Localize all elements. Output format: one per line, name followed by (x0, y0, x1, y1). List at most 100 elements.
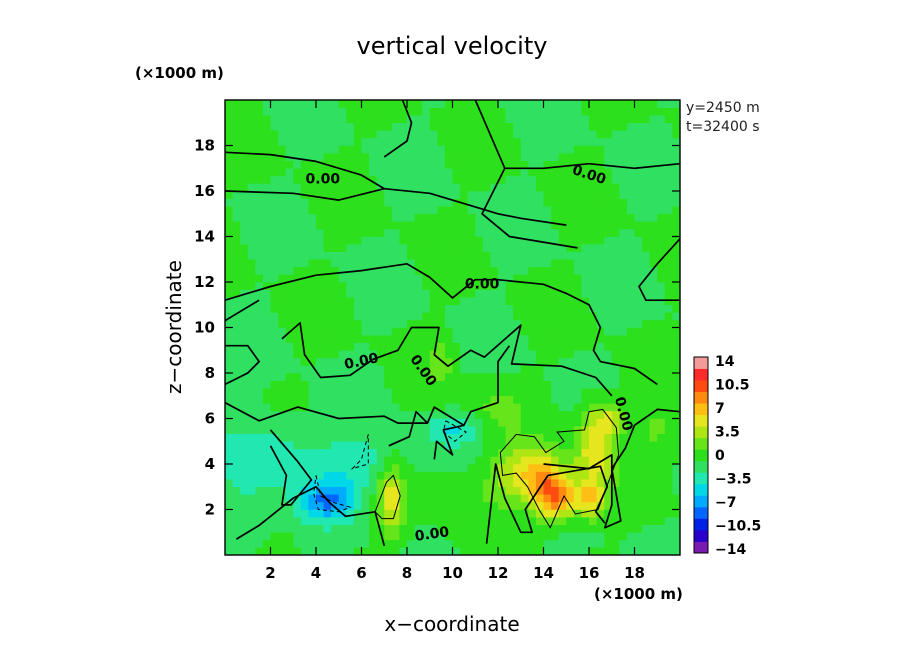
field-cell (414, 501, 423, 510)
field-cell (619, 259, 628, 268)
field-cell (429, 175, 438, 184)
field-cell (551, 312, 559, 321)
field-cell (482, 327, 491, 336)
field-cell (255, 418, 264, 427)
field-cell (300, 259, 309, 268)
field-cell (414, 441, 423, 450)
field-cell (619, 206, 628, 215)
field-cell (353, 115, 362, 124)
field-cell (528, 479, 537, 488)
field-cell (240, 471, 249, 480)
field-cell (293, 517, 302, 525)
field-cell (596, 191, 605, 199)
field-cell (308, 183, 317, 192)
field-cell (429, 137, 438, 146)
field-cell (611, 456, 620, 465)
field-cell (626, 130, 635, 139)
field-cell (338, 357, 347, 366)
field-cell (672, 350, 681, 359)
field-cell (437, 206, 446, 215)
field-cell (604, 289, 613, 298)
field-cell (422, 297, 431, 306)
field-cell (384, 259, 393, 268)
field-cell (262, 373, 271, 381)
field-cell (558, 357, 567, 366)
field-cell (331, 206, 340, 215)
field-cell (664, 282, 673, 290)
field-cell (589, 418, 597, 427)
field-cell (300, 198, 309, 207)
field-cell (490, 395, 499, 404)
field-cell (262, 464, 271, 472)
field-cell (285, 509, 294, 518)
field-cell (664, 464, 673, 472)
field-cell (452, 501, 461, 510)
field-cell (626, 517, 635, 525)
field-cell (626, 357, 635, 366)
field-cell (255, 213, 264, 222)
field-cell (300, 100, 309, 108)
field-cell (293, 206, 302, 215)
field-cell (581, 183, 590, 192)
field-cell (619, 426, 628, 434)
field-cell (225, 160, 233, 169)
field-cell (323, 335, 332, 343)
field-cell (573, 547, 582, 556)
field-cell (255, 501, 264, 510)
field-cell (270, 115, 279, 124)
field-cell (596, 395, 605, 404)
field-cell (558, 122, 567, 131)
field-cell (429, 327, 438, 336)
field-cell (240, 266, 249, 275)
field-cell (482, 448, 491, 457)
field-cell (232, 160, 241, 169)
field-cell (384, 532, 393, 541)
field-cell (505, 486, 514, 495)
field-cell (247, 524, 256, 533)
field-cell (262, 221, 271, 230)
field-cell (551, 228, 559, 237)
field-cell (369, 373, 377, 381)
field-cell (505, 539, 514, 548)
field-cell (520, 160, 529, 169)
field-cell (467, 107, 476, 116)
field-cell (422, 319, 431, 328)
field-cell (626, 342, 635, 351)
field-cell (452, 183, 461, 192)
field-cell (300, 312, 309, 321)
field-cell (278, 236, 286, 245)
colorbar-swatch (694, 529, 708, 542)
contour-label: 0.00 (306, 172, 341, 188)
field-cell (361, 395, 370, 404)
field-cell (490, 335, 499, 343)
field-cell (225, 494, 233, 503)
field-cell (331, 107, 340, 116)
field-cell (278, 380, 286, 389)
field-cell (444, 501, 453, 510)
field-cell (490, 297, 499, 306)
field-cell (551, 335, 559, 343)
field-cell (255, 395, 264, 404)
field-cell (664, 297, 673, 306)
field-cell (437, 130, 446, 139)
field-cell (346, 373, 355, 381)
field-cell (558, 448, 567, 457)
field-cell (596, 335, 605, 343)
field-cell (384, 266, 393, 275)
field-cell (384, 373, 393, 381)
field-cell (460, 198, 468, 207)
field-cell (551, 168, 559, 177)
field-cell (657, 289, 666, 298)
field-cell (664, 130, 673, 139)
field-cell (353, 547, 362, 556)
field-cell (444, 228, 453, 237)
field-cell (384, 228, 393, 237)
field-cell (482, 274, 491, 283)
field-cell (444, 236, 453, 245)
field-cell (338, 100, 347, 108)
field-cell (657, 532, 666, 541)
field-cell (369, 547, 377, 556)
field-cell (566, 312, 575, 321)
field-cell (308, 251, 317, 260)
